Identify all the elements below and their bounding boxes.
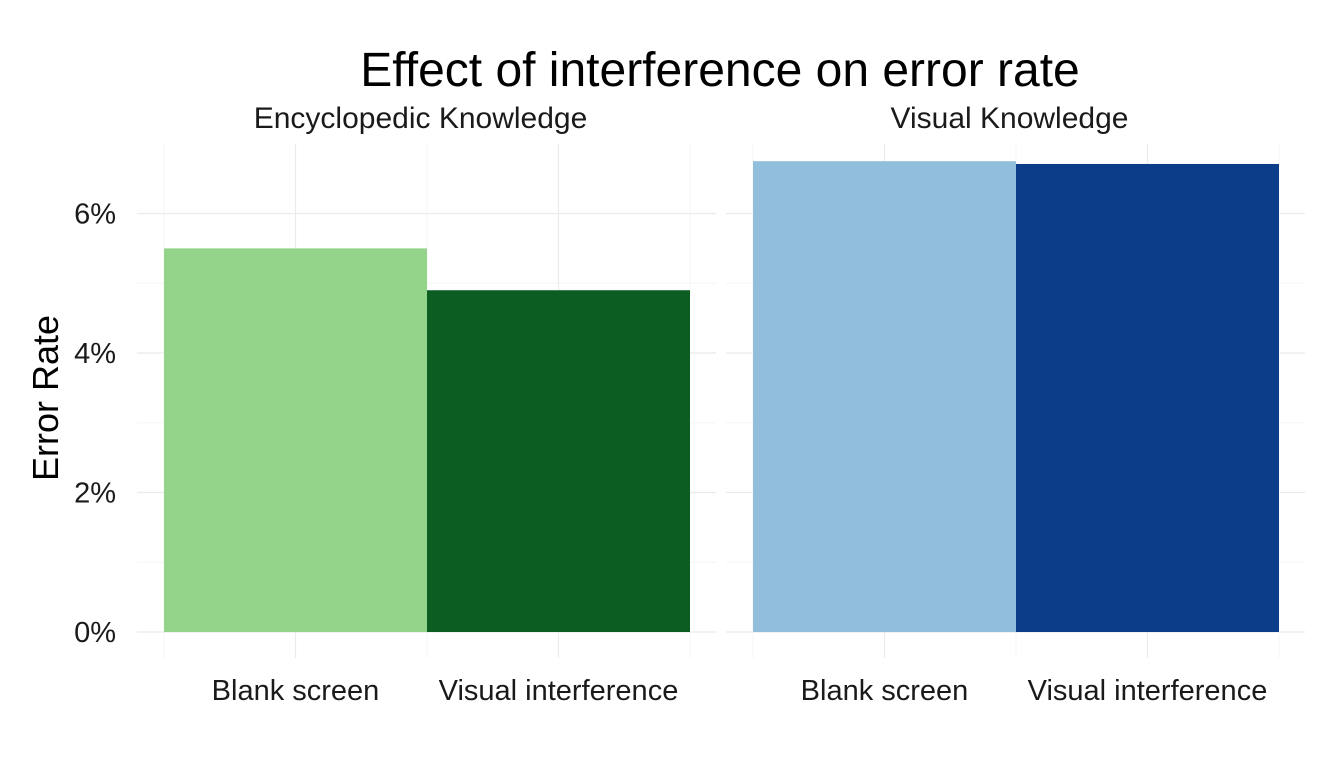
bar-blank-screen: [753, 161, 1016, 632]
panel-2: Visual Knowledge Blank screen Visual inter…: [726, 102, 1305, 707]
panel-1: Encyclopedic Knowledge Blank screen Visual…: [137, 102, 716, 707]
facet-label: Visual Knowledge: [891, 102, 1129, 135]
x-tick-label: Visual interference: [1028, 675, 1268, 707]
y-tick-label: 4%: [74, 338, 116, 370]
x-tick-label: Blank screen: [212, 675, 380, 707]
x-tick-label: Blank screen: [801, 675, 969, 707]
x-tick-label: Visual interference: [439, 675, 679, 707]
y-tick-label: 2%: [74, 478, 116, 510]
bar-visual-interference: [427, 290, 690, 632]
facet-label: Encyclopedic Knowledge: [254, 102, 588, 135]
chart-title: Effect of interference on error rate: [360, 44, 1079, 97]
y-axis-label: Error Rate: [25, 315, 66, 481]
y-tick-label: 0%: [74, 617, 116, 649]
bar-visual-interference: [1016, 163, 1279, 633]
y-axis-ticks: 0% 2% 4% 6%: [74, 199, 116, 650]
y-tick-label: 6%: [74, 199, 116, 231]
bar-blank-screen: [164, 248, 427, 632]
